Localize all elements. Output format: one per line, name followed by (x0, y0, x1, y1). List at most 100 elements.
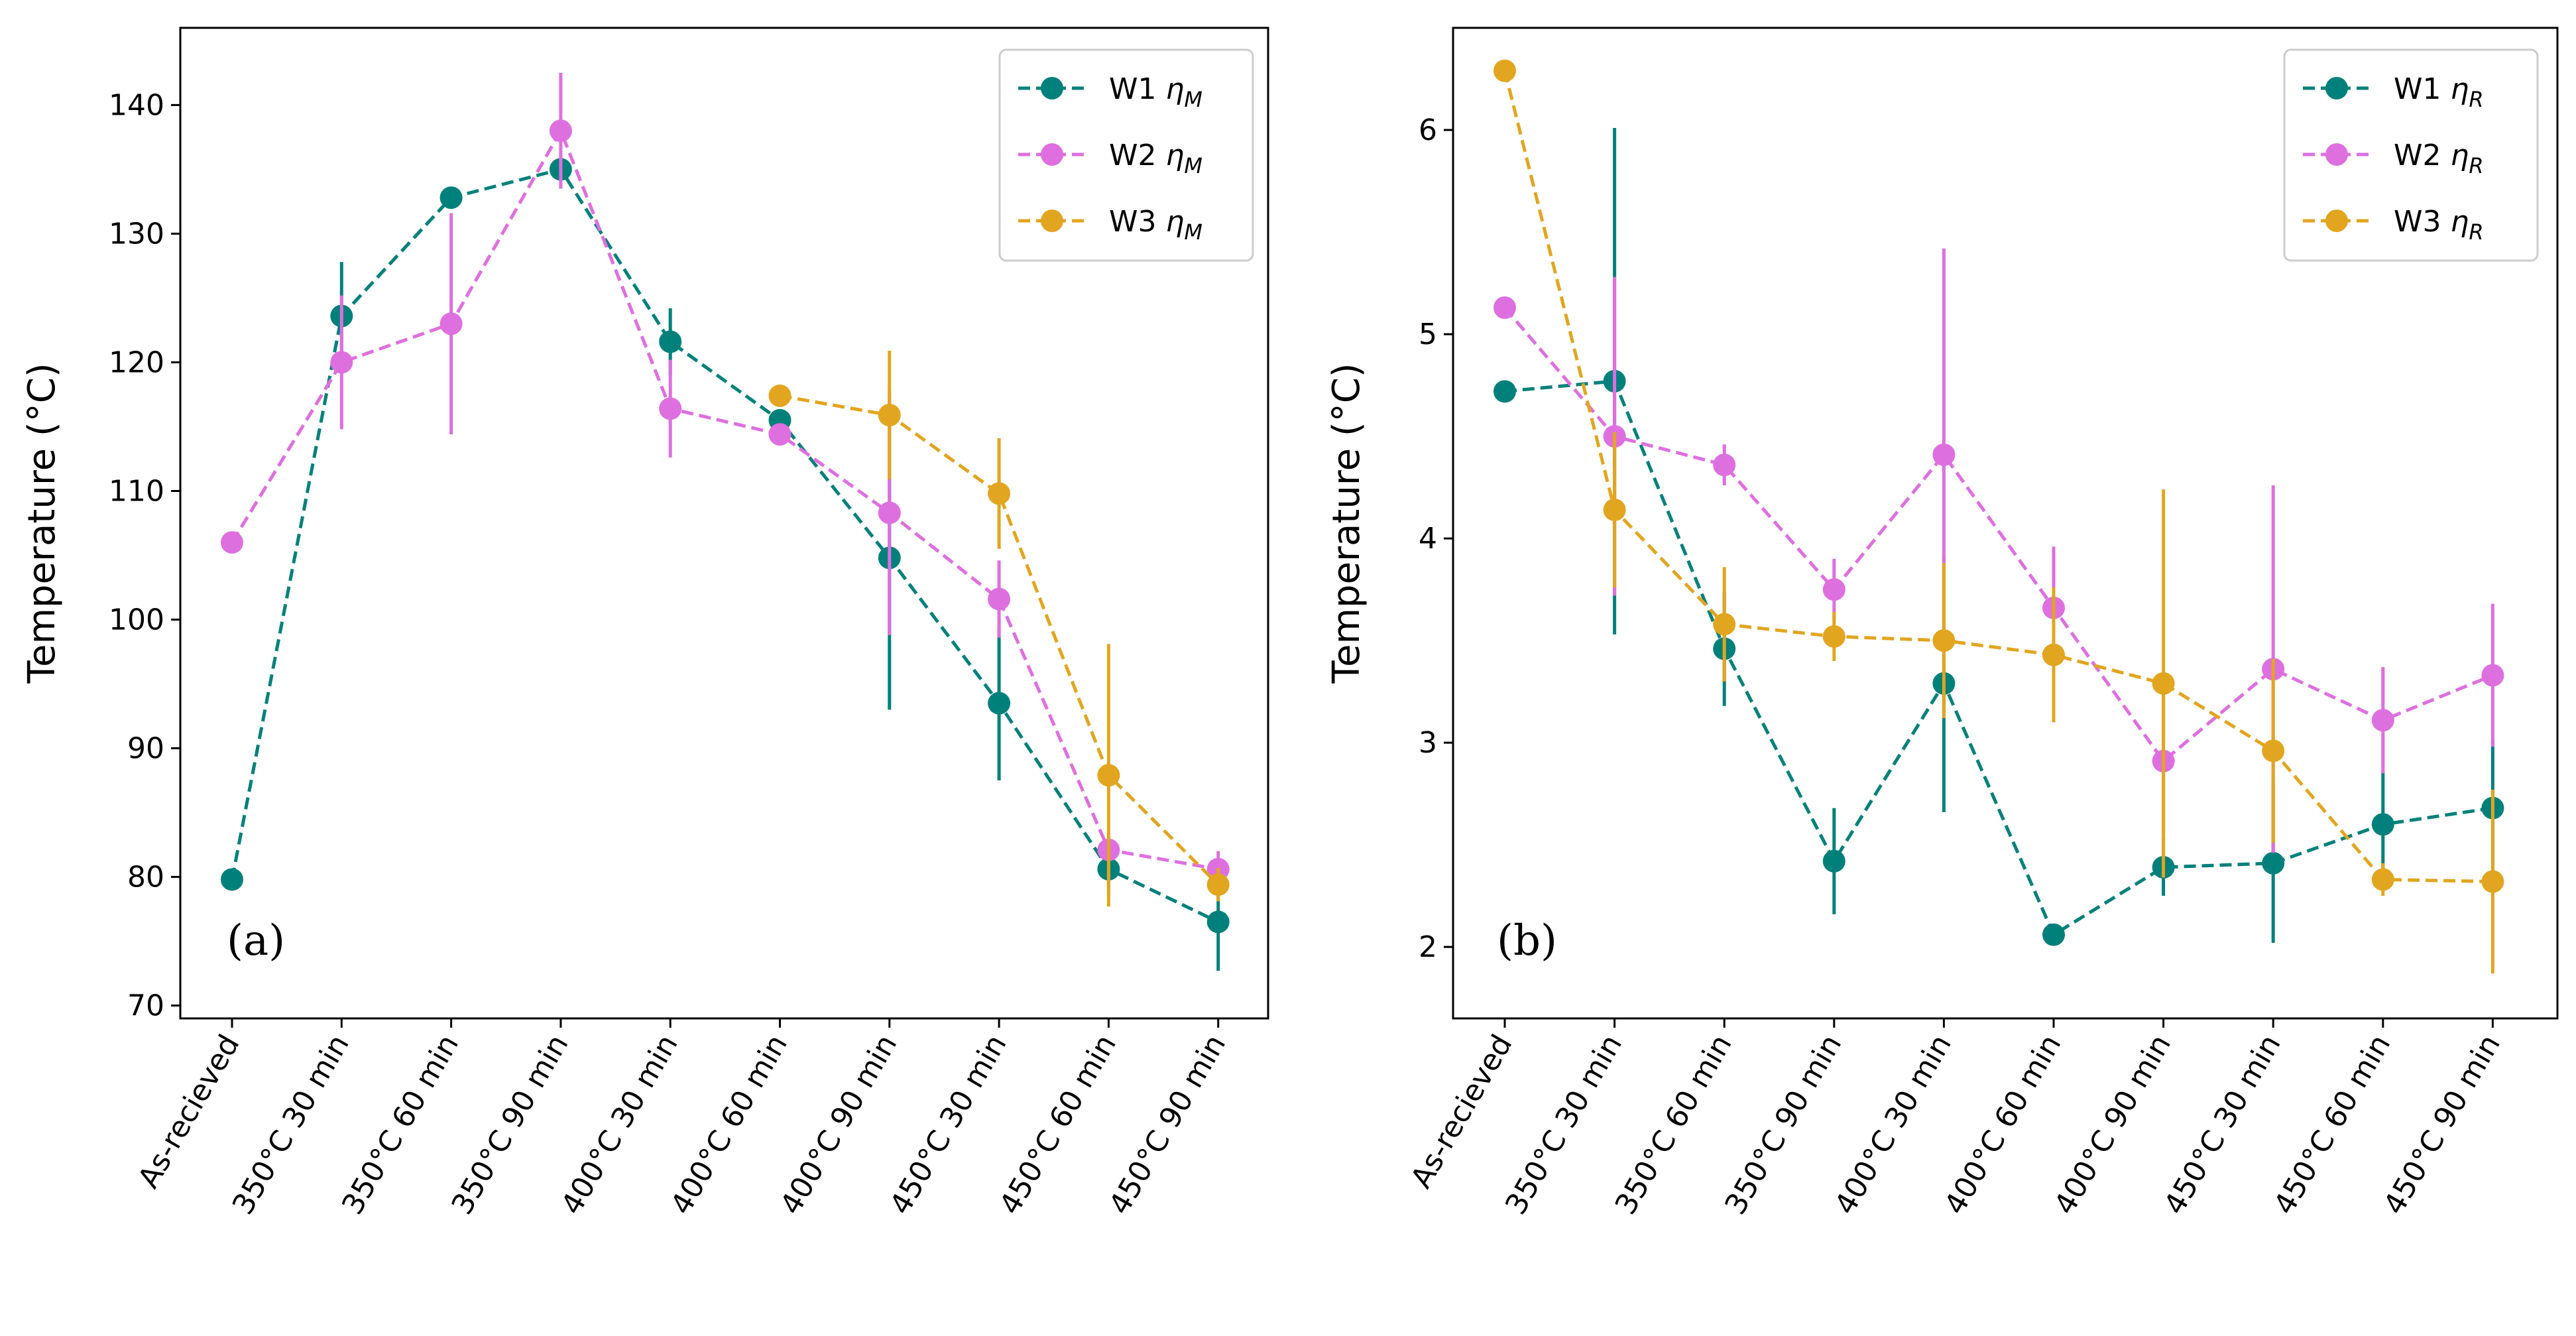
legend-marker-w1 (2325, 77, 2348, 99)
series-line-w2 (230, 127, 1219, 871)
data-point-w1-7 (2262, 851, 2285, 875)
data-point-w3-3 (1822, 625, 1845, 648)
data-point-w3-7 (988, 482, 1011, 505)
series-line-w1 (1504, 379, 2493, 938)
x-tick-label-450-c-60-min: 450°C 60 min (2267, 1029, 2397, 1220)
data-point-w3-5 (768, 384, 791, 407)
data-point-w2-0 (221, 531, 243, 554)
y-tick-label-5: 5 (1419, 318, 1437, 351)
data-point-w2-4 (659, 397, 682, 420)
legend-label-w1: W1 ηM (1109, 72, 1202, 112)
axes-frame (1452, 27, 2559, 1020)
legend-item-w2: W2 ηM (1018, 139, 1202, 178)
series-line-w3 (1503, 70, 2493, 884)
y-tick-label-2: 2 (1419, 930, 1437, 964)
data-point-w2-2 (1713, 454, 1736, 477)
data-point-w1-2 (439, 186, 463, 210)
data-point-w2-3 (1822, 578, 1845, 601)
data-point-w3-8 (2371, 868, 2394, 891)
x-tick-label-350-c-30-min: 350°C 30 min (1499, 1029, 1629, 1220)
data-point-w1-8 (2371, 813, 2394, 836)
data-point-w1-7 (988, 692, 1011, 715)
x-tick-label-450-c-60-min: 450°C 60 min (993, 1029, 1123, 1220)
x-tick-label-400-c-60-min: 400°C 60 min (1938, 1029, 2068, 1220)
x-tick-label-350-c-60-min: 350°C 60 min (335, 1029, 465, 1220)
y-tick-label-6: 6 (1419, 113, 1437, 147)
data-point-w2-8 (2371, 709, 2394, 732)
data-point-w3-0 (1493, 59, 1516, 82)
data-point-w2-7 (988, 587, 1011, 611)
x-tick-label-as-recieved: As-recieved (1405, 1029, 1519, 1194)
axes-frame (179, 27, 1269, 1020)
legend-label-w2: W2 ηM (1109, 139, 1202, 178)
data-point-w3-6 (2152, 672, 2175, 695)
data-point-w1-0 (221, 868, 243, 891)
y-tick-label-4: 4 (1419, 522, 1437, 556)
legend-marker-w3 (2325, 210, 2348, 232)
data-point-w1-4 (659, 330, 682, 353)
panel-label: (b) (1497, 916, 1557, 965)
y-tick-label-140: 140 (109, 88, 164, 122)
x-tick-label-as-recieved: As-recieved (132, 1029, 247, 1194)
data-point-w3-9 (2481, 870, 2504, 893)
series-w2 (1493, 248, 2504, 853)
data-point-w1-3 (1822, 849, 1845, 873)
data-point-w1-0 (1493, 380, 1516, 403)
data-point-w2-6 (878, 501, 901, 524)
x-tick-label-450-c-90-min: 450°C 90 min (2377, 1029, 2507, 1220)
legend-marker-w3 (1041, 210, 1063, 232)
x-tick-label-400-c-30-min: 400°C 30 min (1828, 1029, 1958, 1220)
legend-item-w3: W3 ηM (1018, 205, 1202, 245)
y-tick-label-80: 80 (127, 861, 164, 894)
y-tick-label-120: 120 (109, 345, 164, 379)
y-tick-label-110: 110 (109, 474, 164, 508)
data-point-w3-7 (2262, 739, 2285, 762)
series-w3 (768, 351, 1230, 907)
data-point-w3-5 (2042, 643, 2065, 666)
data-point-w3-4 (1932, 629, 1956, 652)
x-tick-label-400-c-90-min: 400°C 90 min (2048, 1029, 2178, 1220)
y-axis-label: Temperature (°C) (1325, 363, 1368, 684)
data-point-w2-4 (1932, 443, 1956, 466)
legend-item-w1: W1 ηR (2303, 72, 2484, 112)
x-tick-label-400-c-30-min: 400°C 30 min (555, 1029, 685, 1220)
legend-item-w1: W1 ηM (1018, 72, 1202, 112)
data-point-w3-8 (1097, 764, 1120, 787)
y-tick-label-70: 70 (127, 989, 164, 1023)
y-tick-label-100: 100 (109, 603, 164, 637)
x-tick-label-350-c-90-min: 350°C 90 min (445, 1029, 575, 1220)
legend-marker-w1 (1041, 77, 1063, 99)
series-line-w1 (230, 167, 1219, 924)
data-point-w3-2 (1713, 613, 1736, 636)
data-point-w2-2 (439, 312, 463, 335)
data-point-w3-9 (1206, 873, 1230, 896)
y-tick-label-3: 3 (1419, 726, 1437, 760)
legend-item-w2: W2 ηR (2303, 139, 2484, 178)
legend-marker-w2 (1041, 143, 1063, 166)
data-point-w2-1 (330, 351, 353, 374)
legend-frame (998, 48, 1254, 262)
legend: W1 ηM W2 ηM W3 ηM (998, 48, 1254, 262)
data-point-w2-5 (768, 423, 791, 446)
legend-label-w3: W3 ηR (2394, 205, 2484, 245)
x-tick-label-400-c-90-min: 400°C 90 min (774, 1029, 904, 1220)
legend-frame (2283, 48, 2539, 262)
data-point-w1-9 (1206, 910, 1230, 934)
data-point-w2-9 (2481, 664, 2504, 687)
legend-label-w3: W3 ηM (1109, 205, 1202, 245)
series-w3 (1493, 59, 2504, 974)
x-tick-label-450-c-30-min: 450°C 30 min (2158, 1029, 2288, 1220)
data-point-w3-1 (1603, 498, 1626, 521)
y-tick-label-130: 130 (109, 217, 164, 251)
legend-label-w1: W1 ηR (2394, 72, 2484, 112)
x-tick-label-350-c-60-min: 350°C 60 min (1609, 1029, 1739, 1220)
data-point-w2-0 (1493, 296, 1516, 320)
legend: W1 ηR W2 ηR W3 ηR (2283, 48, 2539, 262)
series-w1 (221, 158, 1230, 971)
y-axis-label: Temperature (°C) (21, 363, 64, 684)
x-tick-label-350-c-90-min: 350°C 90 min (1718, 1029, 1848, 1220)
legend-label-w2: W2 ηR (2394, 139, 2484, 178)
